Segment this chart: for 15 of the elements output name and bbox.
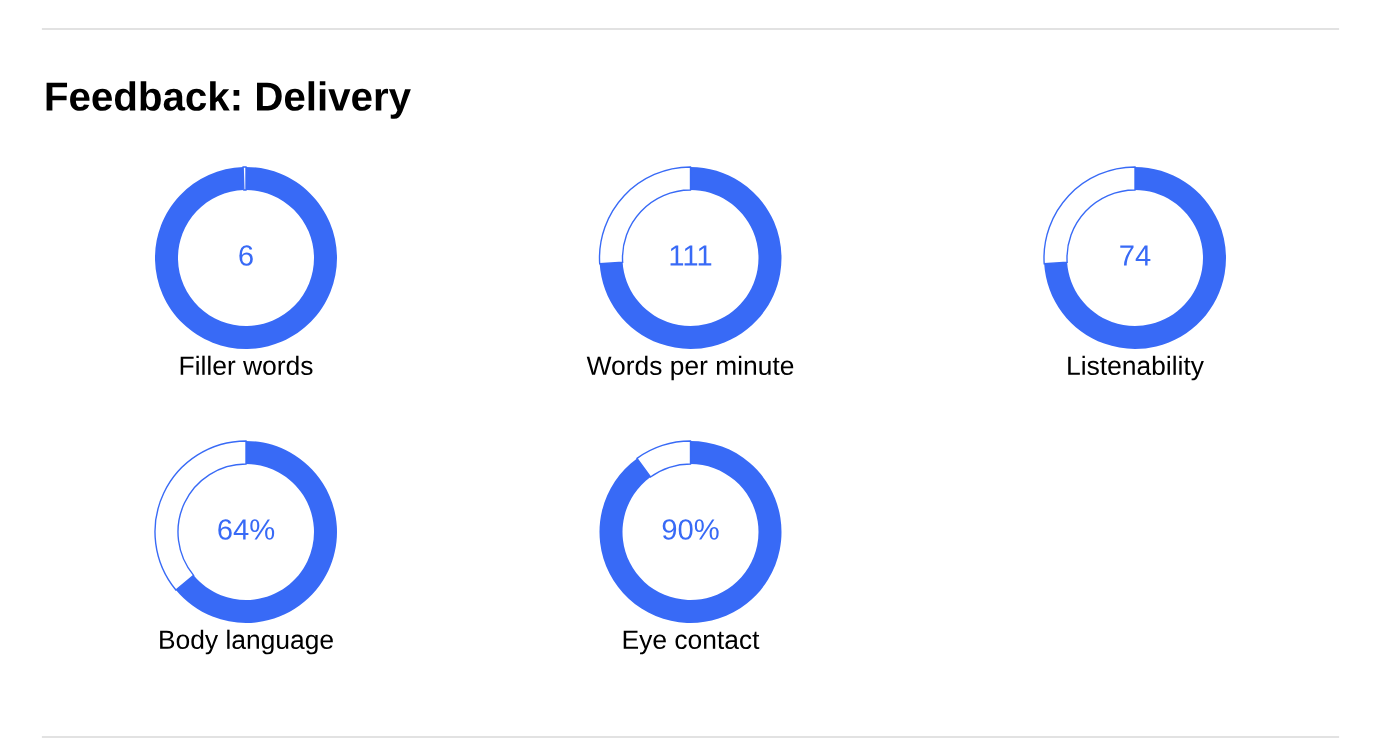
text: 6 xyxy=(239,245,253,266)
text: 90% xyxy=(662,519,719,540)
text: Words per minute xyxy=(586,355,794,381)
donut-slice xyxy=(1044,167,1226,349)
text: 74 xyxy=(1120,245,1151,266)
text: Body language xyxy=(160,629,333,655)
donut-slice xyxy=(599,167,782,349)
text: 111 xyxy=(670,245,712,266)
donut-slice xyxy=(599,441,782,623)
donut-slice xyxy=(155,167,337,349)
text: Filler words xyxy=(180,355,313,376)
text: Feedback: Delivery xyxy=(46,81,411,119)
text: Eye contact xyxy=(623,630,760,655)
text: 64% xyxy=(218,519,275,540)
text: Listenability xyxy=(1068,355,1204,381)
